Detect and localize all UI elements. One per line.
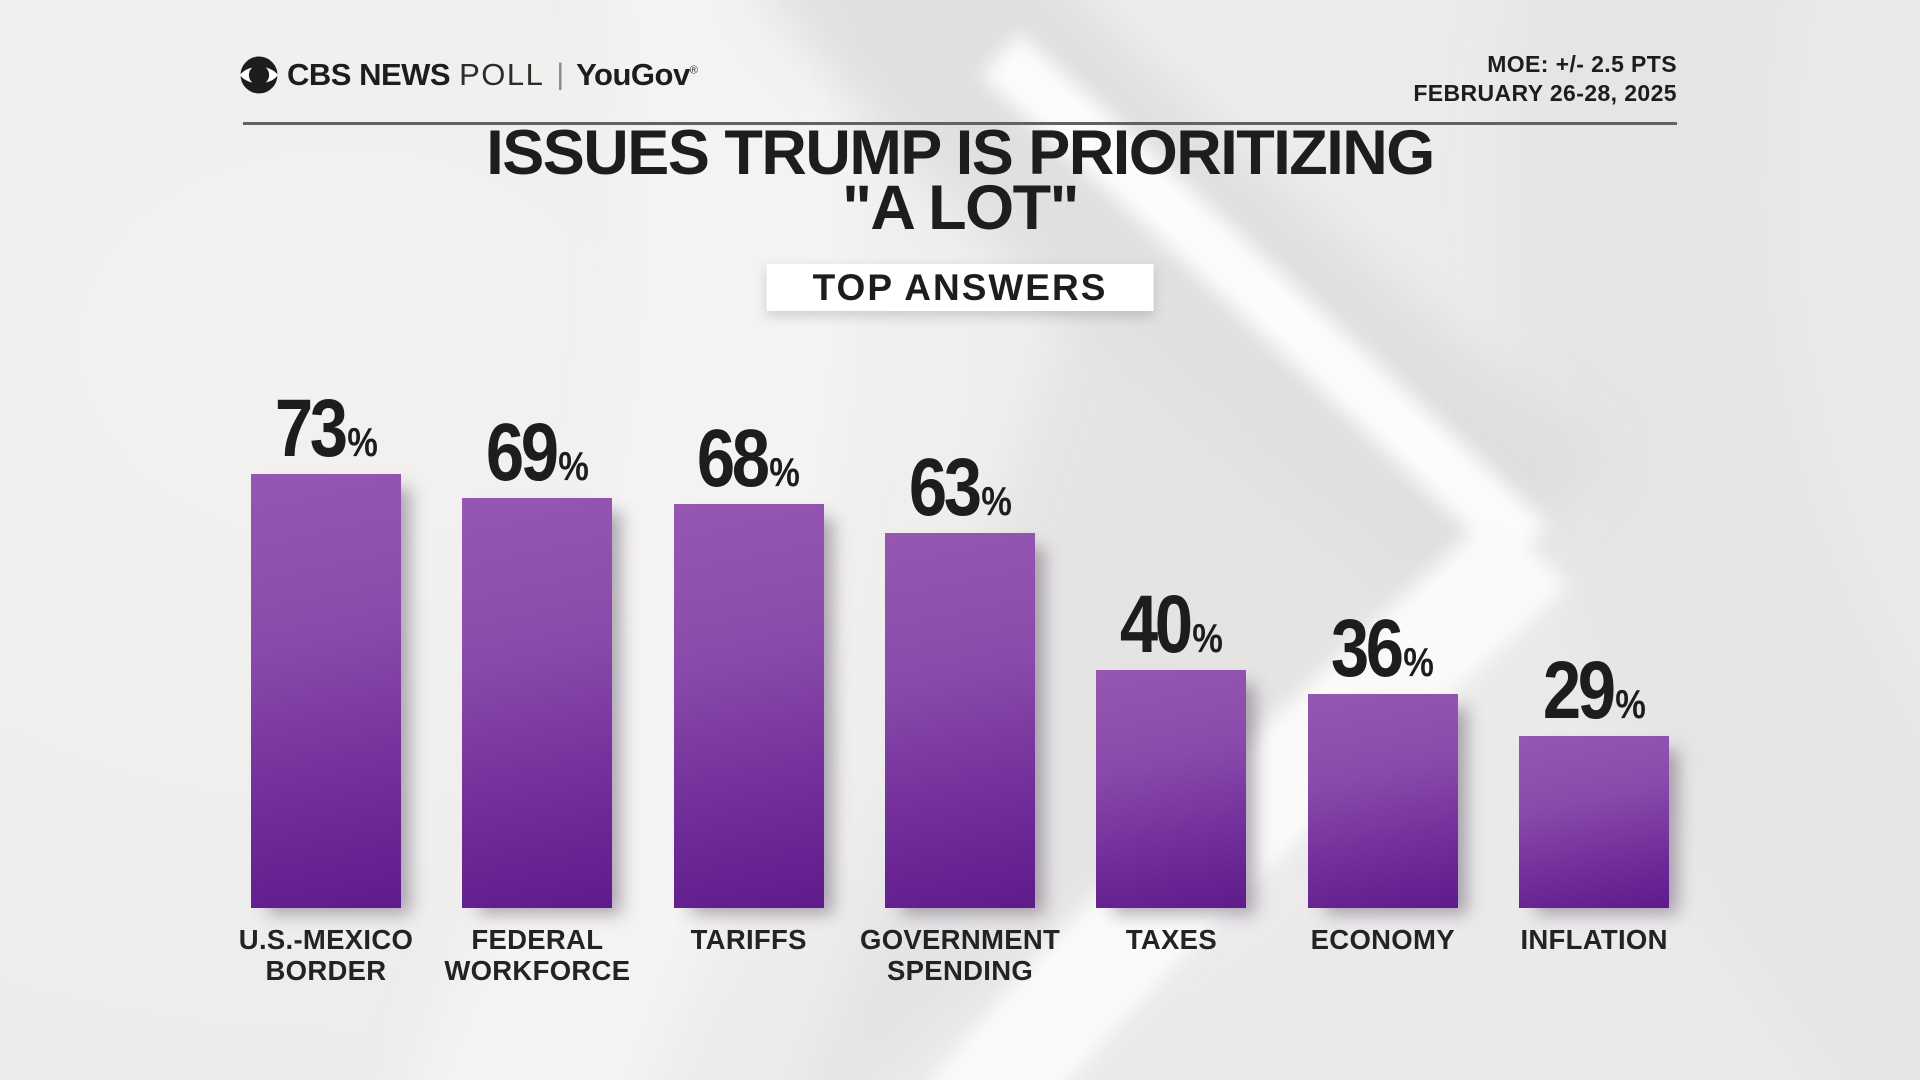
date-text: FEBRUARY 26-28, 2025 bbox=[1413, 80, 1677, 106]
bar-value-label: 63% bbox=[908, 442, 1012, 534]
bar-column: 36% ECONOMY bbox=[1277, 603, 1489, 955]
bar-column: 40% TAXES bbox=[1065, 579, 1277, 955]
value-number: 36 bbox=[1331, 603, 1404, 695]
poll-wordmark: POLL bbox=[459, 57, 545, 92]
header-divider-rule bbox=[243, 122, 1677, 125]
value-percent-sign: % bbox=[1614, 681, 1646, 728]
bar bbox=[1096, 670, 1247, 908]
bar-column: 68% TARIFFS bbox=[643, 413, 855, 955]
value-number: 40 bbox=[1119, 579, 1193, 671]
cbs-eye-icon bbox=[240, 56, 278, 94]
value-percent-sign: % bbox=[346, 419, 378, 466]
value-number: 68 bbox=[697, 413, 770, 505]
bar-column: 73% U.S.-MEXICO BORDER bbox=[220, 383, 432, 986]
bar-category-label: TARIFFS bbox=[690, 924, 807, 955]
bar-category-label: INFLATION bbox=[1520, 924, 1668, 955]
poll-meta: MOE: +/- 2.5 PTS FEBRUARY 26-28, 2025 bbox=[1413, 50, 1677, 108]
bar bbox=[1307, 694, 1458, 908]
value-percent-sign: % bbox=[1403, 639, 1435, 686]
bar bbox=[462, 498, 613, 908]
moe-text: MOE: +/- 2.5 PTS bbox=[1487, 51, 1677, 77]
bar-category-label: FEDERAL WORKFORCE bbox=[444, 924, 631, 986]
bar-column: 63% GOVERNMENT SPENDING bbox=[854, 442, 1066, 986]
page-title: ISSUES TRUMP IS PRIORITIZING "A LOT" bbox=[0, 122, 1920, 240]
bar-value-label: 36% bbox=[1331, 603, 1435, 695]
value-number: 73 bbox=[274, 383, 347, 475]
bar-category-label: TAXES bbox=[1125, 924, 1217, 955]
value-percent-sign: % bbox=[1192, 615, 1223, 662]
bar-column: 29% INFLATION bbox=[1488, 645, 1700, 955]
bar-category-label: ECONOMY bbox=[1310, 924, 1455, 955]
cbs-news-wordmark: CBS NEWS bbox=[287, 57, 451, 92]
bar bbox=[885, 533, 1036, 908]
value-number: 63 bbox=[908, 442, 982, 534]
bar bbox=[673, 504, 824, 908]
top-answers-badge: TOP ANSWERS bbox=[766, 264, 1154, 311]
value-number: 29 bbox=[1542, 645, 1616, 737]
title-line-2: "A LOT" bbox=[842, 173, 1079, 243]
value-percent-sign: % bbox=[769, 449, 801, 496]
registered-mark: ® bbox=[689, 64, 698, 77]
value-percent-sign: % bbox=[558, 443, 589, 490]
bar-value-label: 69% bbox=[485, 407, 589, 499]
logo-separator: | bbox=[556, 58, 565, 91]
bar-category-label: U.S.-MEXICO BORDER bbox=[238, 924, 414, 986]
bar bbox=[1519, 736, 1670, 908]
brand-lockup: CBS NEWS POLL | YouGov® bbox=[240, 56, 698, 94]
value-percent-sign: % bbox=[980, 478, 1012, 525]
yougov-wordmark: YouGov® bbox=[576, 57, 698, 92]
value-number: 69 bbox=[485, 407, 559, 499]
bar-value-label: 73% bbox=[274, 383, 378, 475]
title-line-1: ISSUES TRUMP IS PRIORITIZING bbox=[486, 118, 1435, 188]
bar-column: 69% FEDERAL WORKFORCE bbox=[431, 407, 643, 986]
bar-value-label: 68% bbox=[697, 413, 801, 505]
bar-category-label: GOVERNMENT SPENDING bbox=[860, 924, 1061, 986]
bar bbox=[251, 474, 401, 908]
bar-value-label: 40% bbox=[1119, 579, 1223, 671]
bar-value-label: 29% bbox=[1542, 645, 1646, 737]
